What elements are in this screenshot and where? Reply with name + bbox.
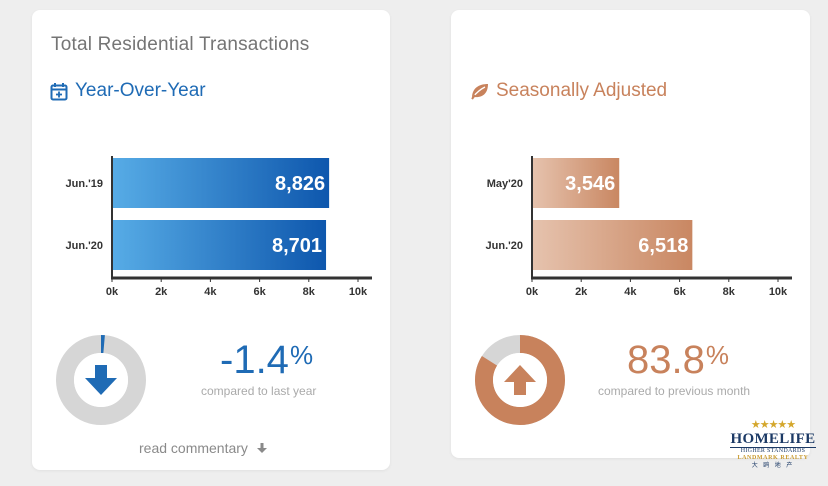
percent-sign: % — [289, 340, 314, 370]
monthly-change-percent: 83.8% — [627, 340, 729, 380]
homelife-logo: ★★★★★ HOMELIFE HIGHER STANDARDS LANDMARK… — [724, 420, 822, 480]
bar-value-label: 3,546 — [565, 173, 615, 195]
seasonal-bar-chart: 3,546 May'20 6,518 Jun.'20 0k 2k 4k 6k 8k 10k — [486, 156, 792, 298]
x-tick-label: 6k — [673, 286, 686, 298]
monthly-change-donut — [475, 335, 565, 425]
logo-tagline: HIGHER STANDARDS — [730, 447, 816, 455]
yoy-change-percent: -1.4% — [220, 340, 313, 380]
category-label: Jun.'19 — [66, 178, 103, 190]
year-over-year-heading: Year-Over-Year — [50, 80, 206, 102]
x-tick-label: 0k — [106, 286, 119, 298]
arrow-down-icon — [85, 365, 117, 395]
subtitle-label: Seasonally Adjusted — [496, 80, 668, 101]
arrow-down-small-icon — [256, 443, 267, 453]
bar — [112, 220, 327, 270]
yoy-bar-chart: 8,826 Jun.'19 8,701 Jun.'20 0k 2k 4k 6k 8k 10k — [66, 156, 372, 298]
bar — [532, 220, 693, 270]
bar-value-label: 8,826 — [275, 173, 325, 195]
category-label: Jun.'20 — [66, 240, 103, 252]
subtitle-label: Year-Over-Year — [75, 80, 206, 101]
bar-value-label: 6,518 — [638, 235, 688, 257]
total-transactions-card: Total Residential Transactions Year-Over… — [32, 10, 390, 470]
change-value: 83.8 — [627, 338, 705, 382]
bar — [112, 158, 330, 208]
donut-value-arc — [475, 335, 565, 425]
logo-chinese-name: 大 鸥 地 产 — [751, 463, 795, 469]
logo-stars: ★★★★★ — [750, 419, 796, 431]
change-value: -1.4 — [220, 338, 289, 382]
calendar-plus-icon — [50, 82, 68, 100]
x-tick-label: 10k — [769, 286, 788, 298]
bar — [532, 158, 620, 208]
card-title: Total Residential Transactions — [51, 34, 310, 55]
arrow-up-icon — [504, 365, 536, 395]
logo-office: LANDMARK REALTY — [737, 455, 809, 461]
x-tick-label: 8k — [303, 286, 316, 298]
category-label: Jun.'20 — [486, 240, 523, 252]
yoy-change-donut — [56, 335, 146, 425]
read-commentary-label: read commentary — [139, 440, 248, 456]
percent-sign: % — [705, 340, 729, 370]
x-tick-label: 2k — [155, 286, 168, 298]
x-tick-label: 8k — [723, 286, 736, 298]
logo-brand: HOMELIFE — [730, 431, 816, 447]
compare-label: compared to last year — [201, 384, 317, 398]
x-tick-label: 2k — [575, 286, 588, 298]
x-tick-label: 0k — [526, 286, 539, 298]
x-tick-label: 4k — [624, 286, 637, 298]
x-tick-label: 6k — [253, 286, 266, 298]
read-commentary-link[interactable]: read commentary — [139, 440, 268, 456]
leaf-icon — [471, 84, 488, 100]
x-tick-label: 10k — [349, 286, 368, 298]
seasonally-adjusted-card: Seasonally Adjusted 3,546 May'20 6,518 Jun.… — [451, 10, 810, 458]
category-label: May'20 — [487, 178, 523, 190]
seasonally-adjusted-heading: Seasonally Adjusted — [470, 80, 667, 102]
compare-label: compared to previous month — [598, 384, 751, 398]
bar-value-label: 8,701 — [272, 235, 322, 257]
x-tick-label: 4k — [204, 286, 217, 298]
donut-value-arc — [56, 335, 146, 425]
